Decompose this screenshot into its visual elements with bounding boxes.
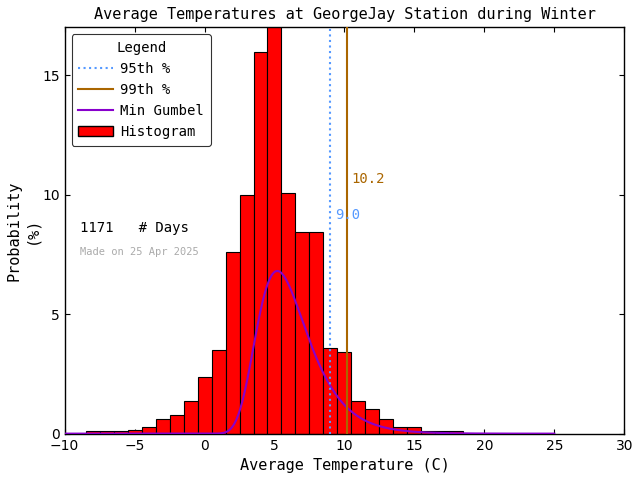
Title: Average Temperatures at GeorgeJay Station during Winter: Average Temperatures at GeorgeJay Statio… (93, 7, 595, 22)
Bar (296, 232, 310, 433)
Bar (113, 432, 127, 433)
Text: Made on 25 Apr 2025: Made on 25 Apr 2025 (80, 247, 199, 257)
Bar (408, 427, 421, 433)
Bar (421, 432, 435, 433)
Bar (170, 415, 184, 433)
Bar (337, 352, 351, 433)
Bar (323, 348, 337, 433)
Bar (127, 430, 141, 433)
Bar (184, 401, 198, 433)
Bar (141, 427, 156, 433)
Bar (310, 232, 323, 433)
Bar (380, 420, 394, 433)
Bar (225, 252, 239, 433)
Y-axis label: Probability
(%): Probability (%) (7, 180, 39, 281)
Legend: 95th %, 99th %, Min Gumbel, Histogram: 95th %, 99th %, Min Gumbel, Histogram (72, 34, 211, 146)
Bar (212, 350, 225, 433)
Bar (100, 432, 113, 433)
Bar (351, 401, 365, 433)
X-axis label: Average Temperature (C): Average Temperature (C) (239, 458, 449, 473)
Text: 9.0: 9.0 (335, 207, 360, 221)
Bar (394, 427, 408, 433)
Text: 10.2: 10.2 (351, 172, 385, 186)
Bar (449, 432, 463, 433)
Bar (365, 409, 380, 433)
Bar (253, 52, 268, 433)
Bar (282, 192, 296, 433)
Text: 1171   # Days: 1171 # Days (80, 221, 189, 236)
Bar (239, 195, 253, 433)
Bar (268, 19, 282, 433)
Bar (86, 432, 100, 433)
Bar (435, 432, 449, 433)
Bar (198, 376, 212, 433)
Bar (156, 420, 170, 433)
